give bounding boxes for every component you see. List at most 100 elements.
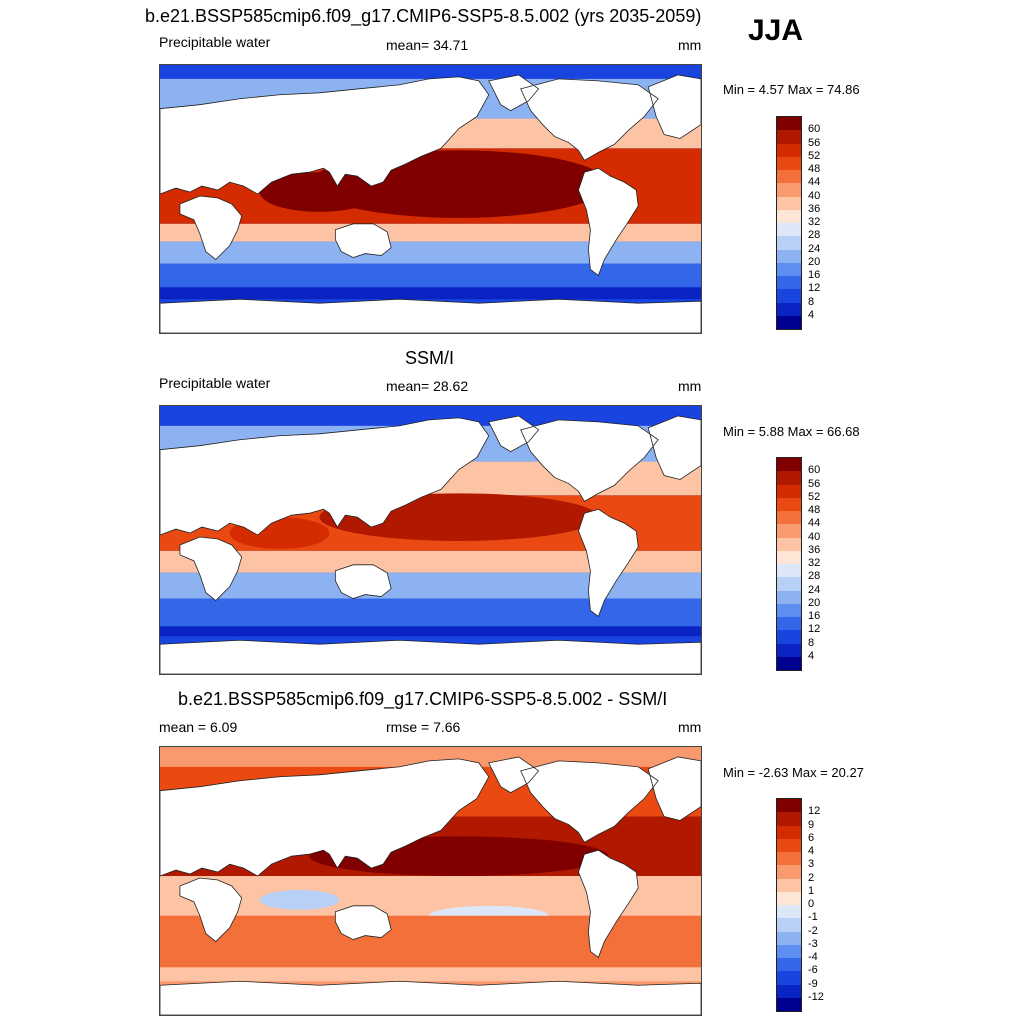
colorbar-tick-label: 8	[808, 295, 815, 308]
colorbar-segment	[777, 156, 801, 170]
colorbar-tick-label: 32	[808, 216, 821, 228]
colorbar-tick-label: 28	[808, 229, 821, 242]
colorbar-segment	[777, 617, 801, 631]
colorbar-tick-label: 20	[808, 596, 821, 609]
colorbar-tick-label: 40	[808, 189, 821, 202]
colorbar-segment	[777, 931, 801, 945]
panel1-minmax: Min = 4.57 Max = 74.86	[723, 82, 860, 97]
panel3-minmax: Min = -2.63 Max = 20.27	[723, 765, 864, 780]
panel3-title: b.e21.BSSP585cmip6.f09_g17.CMIP6-SSP5-8.…	[178, 689, 668, 709]
colorbar-segment	[777, 302, 801, 316]
colorbar-segment	[777, 944, 801, 958]
panel1-mean-label: mean= 34.71	[386, 37, 469, 53]
panel2-mean-label: mean= 28.62	[386, 378, 469, 394]
colorbar-tick-label: 12	[808, 623, 821, 636]
panel3-units: mm	[678, 719, 702, 735]
colorbar-segment	[777, 997, 801, 1011]
colorbar-tick-label: -9	[808, 977, 818, 990]
colorbar-tick-label: -12	[808, 990, 824, 1003]
colorbar-segment	[777, 315, 801, 329]
colorbar-segment	[777, 878, 801, 892]
colorbar-tick-label: -2	[808, 924, 818, 937]
panel2-units: mm	[678, 378, 702, 394]
colorbar-tick-label: 2	[808, 871, 815, 884]
colorbar-tick-label: -3	[808, 937, 818, 950]
colorbar-segment	[777, 130, 801, 144]
panel1-units: mm	[678, 37, 702, 53]
colorbar-tick-label: 36	[808, 202, 821, 215]
colorbar-segment	[777, 984, 801, 998]
colorbar-tick-label: 44	[808, 176, 821, 189]
colorbar-tick-label: 52	[808, 490, 821, 503]
colorbar-tick-label: 48	[808, 163, 821, 175]
colorbar-segment	[777, 918, 801, 932]
panel2-minmax: Min = 5.88 Max = 66.68	[723, 424, 860, 439]
colorbar-segment	[777, 550, 801, 564]
panel3-rmse-label: rmse = 7.66	[386, 719, 461, 735]
colorbar-segment	[777, 656, 801, 670]
colorbar-tick-label: 52	[808, 149, 821, 162]
colorbar-tick-label: 16	[808, 269, 821, 281]
colorbar-tick-label: 12	[808, 805, 821, 818]
colorbar-segment	[777, 812, 801, 826]
colorbar-segment	[777, 289, 801, 303]
colorbar-segment	[777, 183, 801, 197]
colorbar-tick-label: 28	[808, 570, 821, 583]
colorbar-tick-label: 9	[808, 818, 815, 831]
colorbar-segment	[777, 577, 801, 591]
colorbar-tick-label: 6	[808, 831, 815, 844]
colorbar-tick-label: 56	[808, 136, 821, 149]
colorbar-segment	[777, 471, 801, 485]
colorbar-segment	[777, 143, 801, 157]
panel1-title: b.e21.BSSP585cmip6.f09_g17.CMIP6-SSP5-8.…	[145, 6, 702, 26]
colorbar-segment	[777, 852, 801, 866]
colorbar-segment	[777, 524, 801, 538]
panel1-variable-label: Precipitable water	[159, 34, 271, 50]
colorbar-segment	[777, 971, 801, 985]
colorbar-tick-label: 44	[808, 517, 821, 530]
colorbar-tick-label: 32	[808, 557, 821, 569]
colorbar-tick-label: 60	[808, 464, 821, 477]
colorbar-segment	[777, 825, 801, 839]
colorbar-segment	[777, 564, 801, 578]
colorbar-segment	[777, 170, 801, 184]
colorbar-segment	[777, 838, 801, 852]
panel3-mean-label: mean = 6.09	[159, 719, 238, 735]
season-label: JJA	[748, 14, 804, 47]
colorbar-tick-label: 40	[808, 530, 821, 543]
colorbar-tick-label: 24	[808, 242, 821, 255]
colorbar-segment	[777, 799, 801, 813]
panel2-colorbar	[776, 457, 802, 671]
colorbar-segment	[777, 497, 801, 511]
colorbar-segment	[777, 117, 801, 131]
colorbar-segment	[777, 905, 801, 919]
colorbar-tick-label: 0	[808, 898, 815, 910]
colorbar-segment	[777, 590, 801, 604]
colorbar-segment	[777, 223, 801, 237]
colorbar-segment	[777, 865, 801, 879]
colorbar-tick-label: -4	[808, 951, 818, 963]
panel1-map	[159, 64, 702, 334]
colorbar-tick-label: 60	[808, 123, 821, 136]
colorbar-tick-label: 1	[808, 884, 815, 897]
colorbar-tick-label: 4	[808, 845, 815, 857]
colorbar-tick-label: 56	[808, 477, 821, 490]
colorbar-segment	[777, 236, 801, 250]
colorbar-tick-label: -1	[808, 911, 818, 924]
colorbar-tick-label: 8	[808, 636, 815, 649]
colorbar-segment	[777, 603, 801, 617]
panel2-title: SSM/I	[405, 348, 455, 368]
colorbar-tick-label: 36	[808, 543, 821, 556]
colorbar-segment	[777, 630, 801, 644]
colorbar-segment	[777, 891, 801, 905]
colorbar-tick-label: 3	[808, 858, 815, 871]
panel2-variable-label: Precipitable water	[159, 375, 271, 391]
colorbar-tick-label: 16	[808, 610, 821, 622]
colorbar-tick-label: 4	[808, 649, 815, 662]
colorbar-tick-label: 12	[808, 282, 821, 295]
colorbar-segment	[777, 511, 801, 525]
colorbar-segment	[777, 249, 801, 263]
colorbar-tick-label: 20	[808, 255, 821, 268]
colorbar-tick-label: -6	[808, 964, 818, 977]
colorbar-tick-label: 48	[808, 504, 821, 516]
